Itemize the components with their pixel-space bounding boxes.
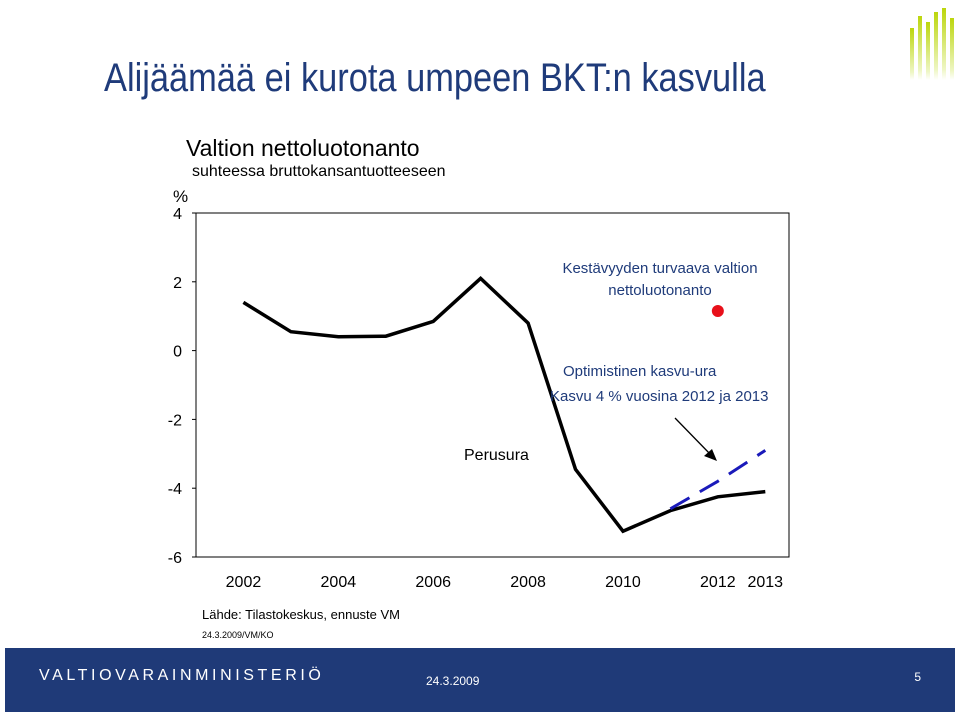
footer-date: 24.3.2009 [426, 674, 480, 688]
logo-bars-icon [910, 4, 954, 80]
target-label-line1: Kestävyyden turvaava valtion [562, 260, 757, 277]
page-number: 5 [914, 670, 921, 684]
baseline-label: Perusura [464, 447, 529, 464]
series [242, 276, 767, 534]
x-tick-label: 2013 [747, 574, 783, 591]
series-line-perusura [242, 276, 766, 534]
slide-title: Alijäämää ei kurota umpeen BKT:n kasvull… [104, 56, 766, 100]
optimistic-detail: Kasvu 4 % vuosina 2012 ja 2013 [550, 388, 769, 405]
y-tick-label: -6 [168, 550, 182, 567]
slide-reference: 24.3.2009/VM/KO [202, 630, 274, 640]
y-axis-unit: % [173, 187, 189, 206]
ministry-logo-text: VALTIOVARAINMINISTERIÖ [39, 667, 325, 684]
chart-subtitle: suhteessa bruttokansantuotteeseen [192, 163, 446, 180]
y-tick-label: -2 [168, 412, 182, 429]
target-label-line2: nettoluotonanto [608, 282, 711, 299]
x-tick-label: 2004 [321, 574, 357, 591]
chart-title: Valtion nettoluotonanto [186, 135, 420, 161]
footer-bar: VALTIOVARAINMINISTERIÖ 24.3.2009 5 [5, 648, 955, 712]
x-tick-label: 2008 [510, 574, 546, 591]
x-tick-label: 2006 [415, 574, 451, 591]
callout-arrow-line [674, 417, 712, 456]
optimistic-title: Optimistinen kasvu-ura [563, 363, 717, 380]
x-tick-label: 2012 [700, 574, 736, 591]
target-marker [711, 305, 724, 318]
series-line-optimistinen [669, 449, 767, 511]
plot-frame [195, 212, 790, 558]
axes [192, 212, 790, 558]
annotations: Kestävyyden turvaava valtion nettoluotona… [464, 260, 769, 464]
source-note: Lähde: Tilastokeskus, ennuste VM [202, 607, 401, 622]
x-tick-label: 2002 [226, 574, 262, 591]
y-tick-label: 4 [173, 206, 182, 223]
y-tick-label: 0 [173, 344, 182, 361]
tick-labels: 4 2 0 -2 -4 -6 2002 2004 2006 2008 2010 2012 2013 [168, 206, 783, 591]
y-tick-label: 2 [173, 275, 182, 292]
x-tick-label: 2010 [605, 574, 641, 591]
callout-arrowhead [704, 449, 717, 461]
y-tick-label: -4 [168, 481, 182, 498]
